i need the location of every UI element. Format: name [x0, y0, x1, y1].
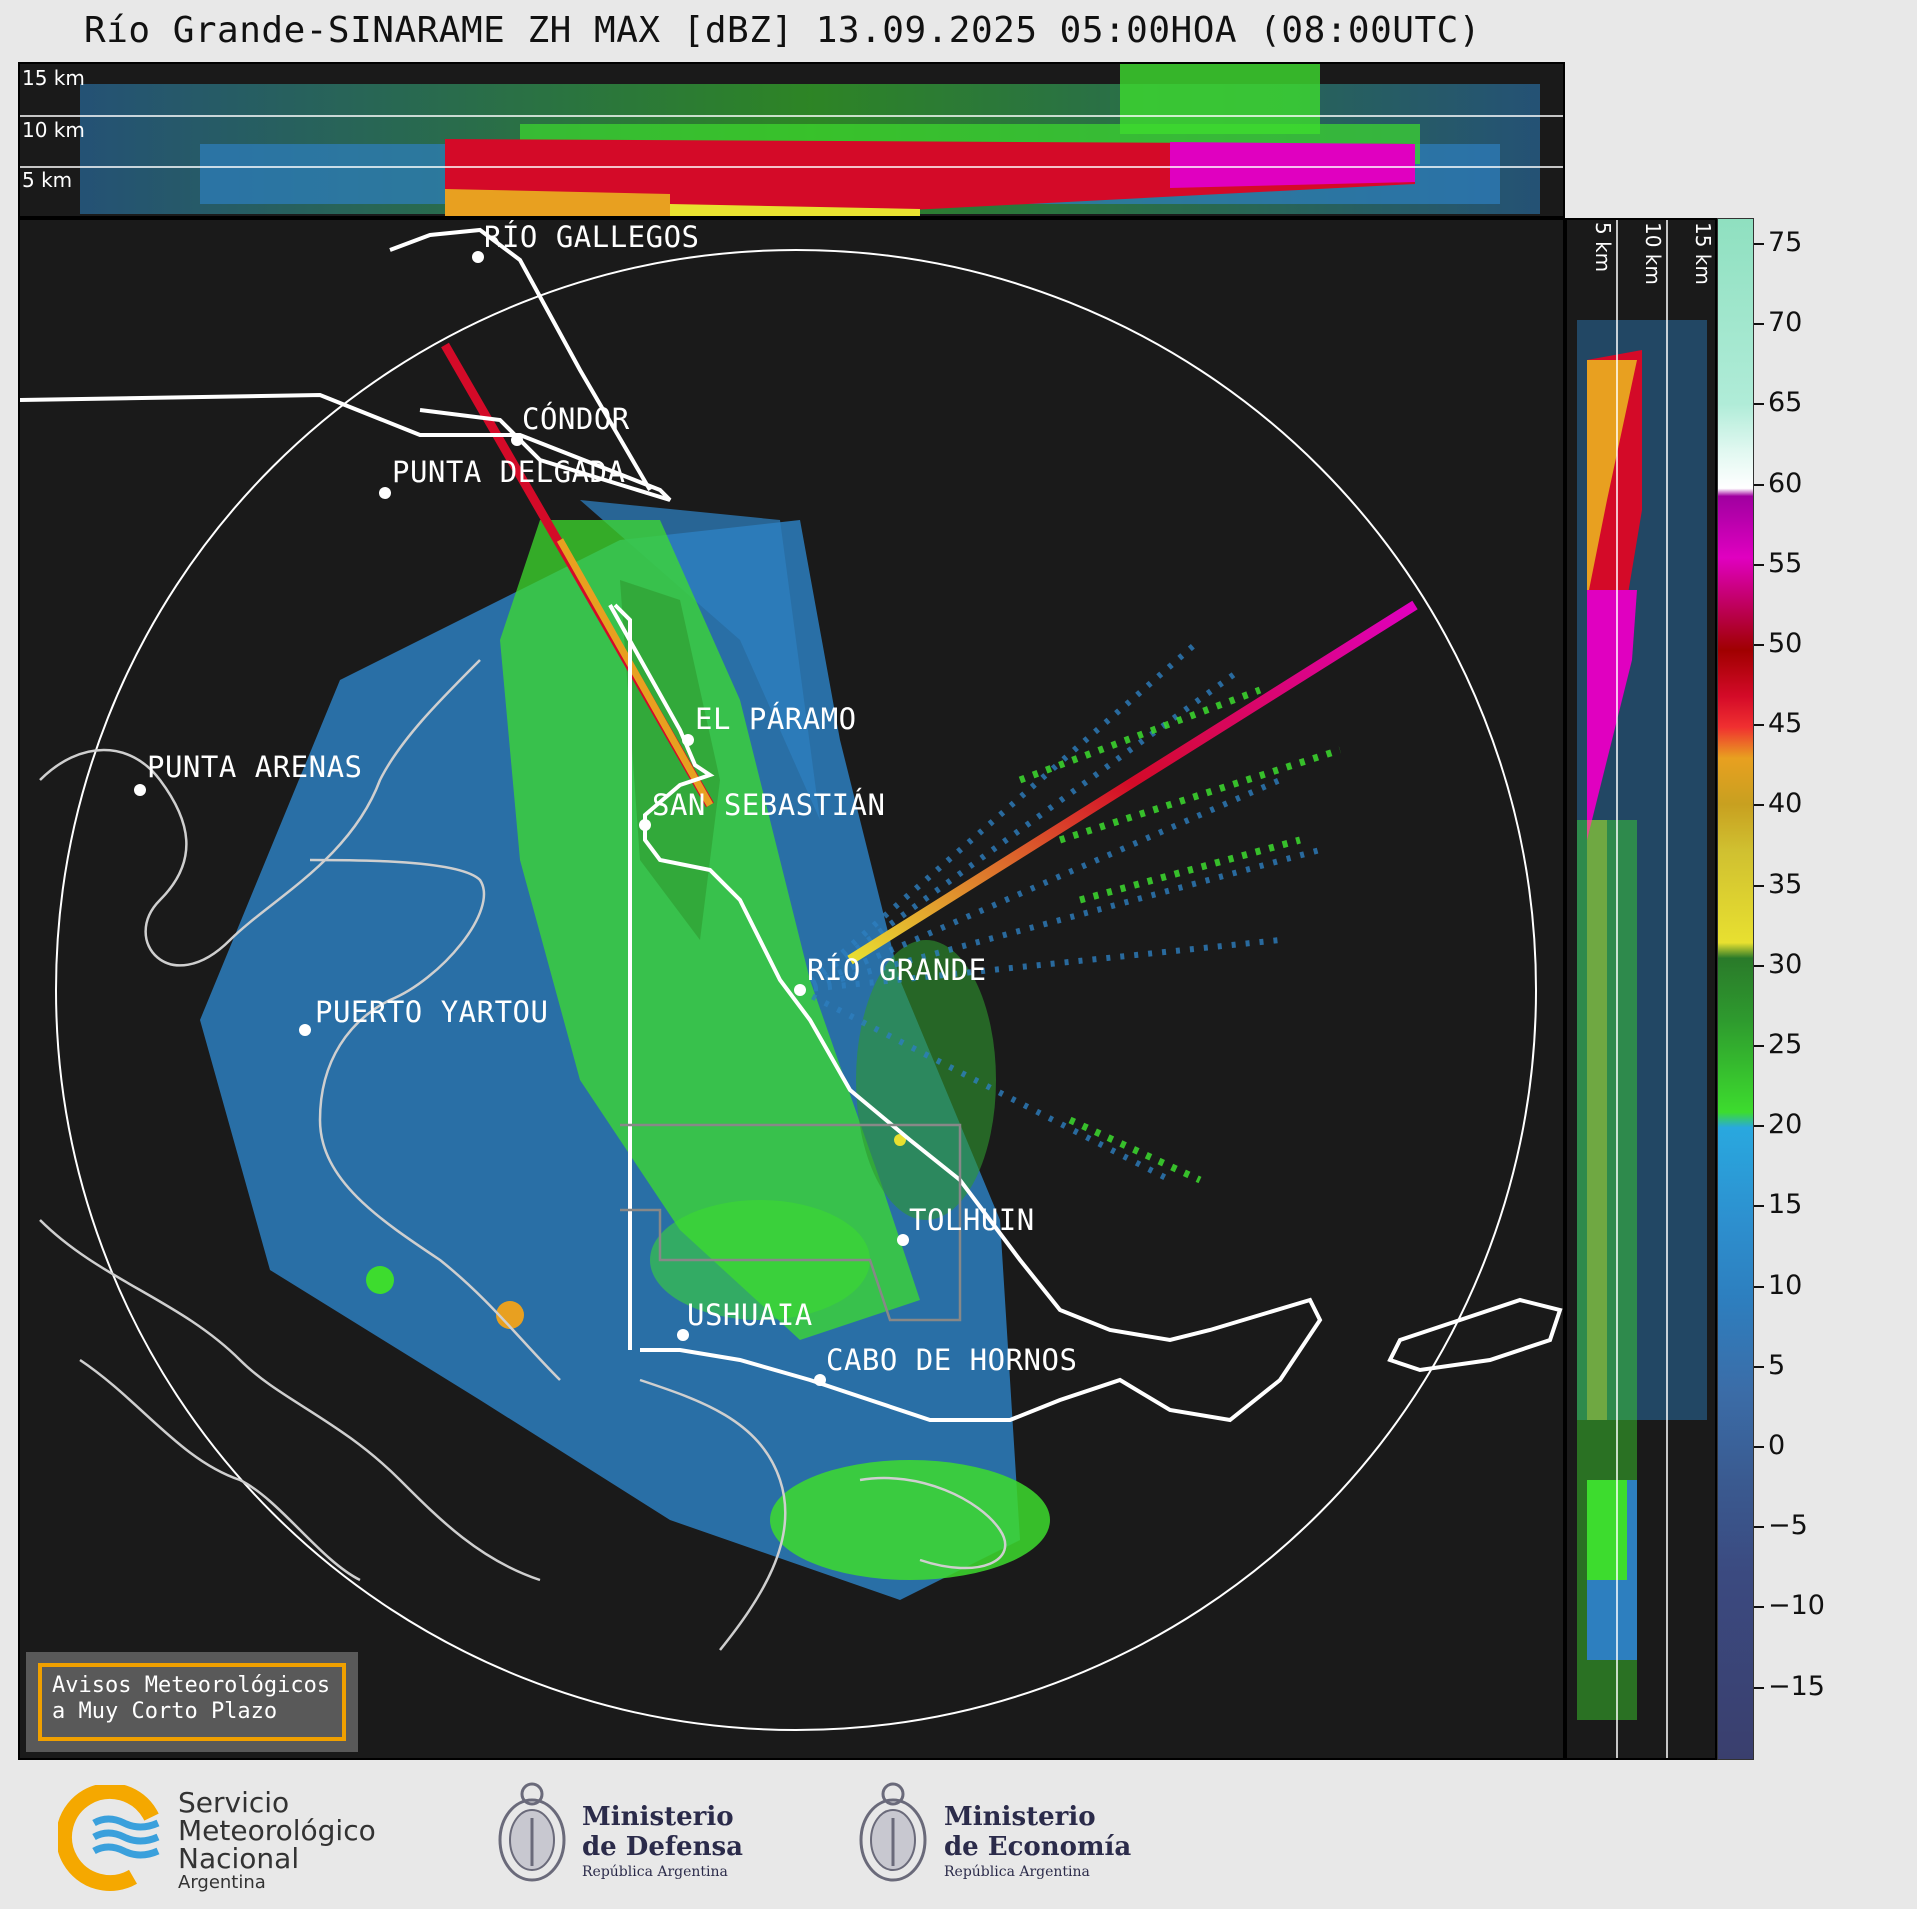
colorbar-tick-label: 60 — [1768, 467, 1803, 499]
colorbar-tick-label: −15 — [1768, 1670, 1825, 1702]
province-boundary — [620, 1123, 962, 1322]
smn-line-4: Argentina — [178, 1872, 266, 1893]
warning-line-2: a Muy Corto Plazo — [52, 1699, 278, 1724]
colorbar-tick — [1754, 884, 1764, 887]
radar-map-plot — [20, 227, 1563, 1731]
city-label-san-sebastian: SAN SEBASTIÁN — [652, 788, 886, 822]
radar-map: RÍO GALLEGOS CÓNDOR PUNTA DELGADA EL PÁR… — [18, 218, 1565, 1760]
side-cross-section: 5 km 10 km 15 km — [1565, 218, 1717, 1760]
marker-rio-grande — [794, 984, 806, 996]
marker-puerto-yartou — [299, 1024, 311, 1036]
marker-condor — [511, 434, 523, 446]
colorbar-tick-label: −5 — [1768, 1510, 1808, 1542]
colorbar-tick-label: −10 — [1768, 1590, 1825, 1622]
colorbar-tick — [1754, 323, 1764, 326]
colorbar-tick — [1754, 1205, 1764, 1208]
colorbar-tick-label: 5 — [1768, 1349, 1786, 1381]
coastline — [39, 659, 1007, 1651]
economia-line-3: República Argentina — [944, 1864, 1090, 1880]
economia-line-1: Ministerio — [944, 1802, 1096, 1832]
colorbar-tick — [1754, 724, 1764, 727]
defensa-line-1: Ministerio — [582, 1802, 734, 1832]
top-height-15km: 15 km — [22, 66, 85, 90]
colorbar-tick — [1754, 644, 1764, 646]
colorbar-tick — [1754, 804, 1764, 807]
marker-punta-delgada — [379, 487, 391, 499]
colorbar-tick-label: 25 — [1768, 1029, 1803, 1060]
city-label-ushuaia: USHUAIA — [687, 1298, 813, 1332]
colorbar-tick-label: 15 — [1768, 1189, 1803, 1221]
city-label-rio-grande: RÍO GRANDE — [807, 953, 987, 987]
marker-cabo-de-hornos — [814, 1374, 826, 1386]
colorbar-tick-label: 75 — [1768, 227, 1803, 258]
warning-frame: Avisos Meteorológicos a Muy Corto Plazo — [38, 1663, 346, 1741]
city-label-tolhuin: TOLHUIN — [909, 1203, 1035, 1237]
colorbar-tick-label: 50 — [1768, 628, 1803, 659]
colorbar-tick — [1754, 563, 1764, 566]
range-ring — [55, 249, 1537, 1731]
smn-line-1: Servicio — [178, 1786, 290, 1819]
colorbar-tick — [1754, 1526, 1764, 1529]
colorbar-tick-label: 0 — [1768, 1430, 1786, 1461]
city-label-rio-gallegos: RÍO GALLEGOS — [484, 220, 700, 254]
dbz-colorbar — [1717, 218, 1754, 1760]
colorbar-tick-label: 55 — [1768, 547, 1803, 579]
top-cross-section: 15 km 10 km 5 km — [18, 62, 1565, 218]
colorbar-tick-label: 45 — [1768, 708, 1803, 740]
marker-punta-arenas — [134, 784, 146, 796]
city-label-punta-delgada: PUNTA DELGADA — [392, 455, 626, 489]
top-height-10km: 10 km — [22, 118, 85, 142]
coat-of-arms-icon — [859, 1782, 927, 1882]
map-title: Río Grande-SINARAME ZH MAX [dBZ] 13.09.2… — [84, 10, 1481, 51]
side-height-15km: 15 km — [1691, 222, 1715, 285]
warning-line-1: Avisos Meteorológicos — [52, 1673, 331, 1698]
smn-emblem-icon — [58, 1785, 164, 1891]
defensa-line-3: República Argentina — [582, 1864, 728, 1880]
colorbar-tick-label: 40 — [1768, 788, 1803, 820]
marker-el-paramo — [682, 734, 694, 746]
colorbar-tick — [1754, 483, 1764, 486]
colorbar-tick — [1754, 403, 1764, 406]
warning-box[interactable]: Avisos Meteorológicos a Muy Corto Plazo — [26, 1652, 358, 1752]
marker-san-sebastian — [639, 819, 651, 831]
colorbar-tick — [1754, 1365, 1764, 1368]
economia-line-2: de Economía — [944, 1832, 1132, 1862]
coat-of-arms-icon — [498, 1782, 566, 1882]
colorbar-tick — [1754, 1045, 1764, 1047]
colorbar-tick-label: 10 — [1768, 1269, 1803, 1301]
city-label-cabo-de-hornos: CABO DE HORNOS — [826, 1343, 1078, 1377]
colorbar-tick-label: 70 — [1768, 307, 1803, 339]
colorbar-tick-label: 65 — [1768, 387, 1803, 419]
echo-field — [200, 342, 1418, 1600]
colorbar-tick — [1754, 1285, 1764, 1288]
marker-tolhuin — [897, 1234, 909, 1246]
city-markers — [134, 251, 909, 1386]
colorbar-tick-label: 35 — [1768, 868, 1803, 900]
city-label-puerto-yartou: PUERTO YARTOU — [315, 995, 549, 1029]
side-height-10km: 10 km — [1641, 222, 1665, 285]
defensa-line-2: de Defensa — [582, 1832, 743, 1862]
smn-line-3: Nacional — [178, 1842, 300, 1875]
colorbar-tick-label: 30 — [1768, 948, 1803, 980]
top-height-5km: 5 km — [22, 168, 73, 192]
top-cross-section-plot — [20, 64, 1563, 216]
colorbar-tick — [1754, 1606, 1764, 1609]
city-label-punta-arenas: PUNTA ARENAS — [147, 750, 363, 784]
colorbar-tick — [1754, 1125, 1764, 1128]
colorbar-tick — [1754, 243, 1764, 245]
city-label-condor: CÓNDOR — [522, 402, 630, 436]
colorbar-tick — [1754, 1686, 1764, 1689]
side-cross-section-plot — [1577, 220, 1707, 1758]
side-height-5km: 5 km — [1591, 222, 1615, 273]
city-label-el-paramo: EL PÁRAMO — [695, 702, 857, 736]
smn-line-2: Meteorológico — [178, 1814, 376, 1847]
colorbar-tick — [1754, 964, 1764, 967]
colorbar-tick-label: 20 — [1768, 1109, 1803, 1141]
colorbar-tick — [1754, 1446, 1764, 1448]
marker-rio-gallegos — [472, 251, 484, 263]
national-border — [20, 227, 1563, 1423]
marker-ushuaia — [677, 1329, 689, 1341]
